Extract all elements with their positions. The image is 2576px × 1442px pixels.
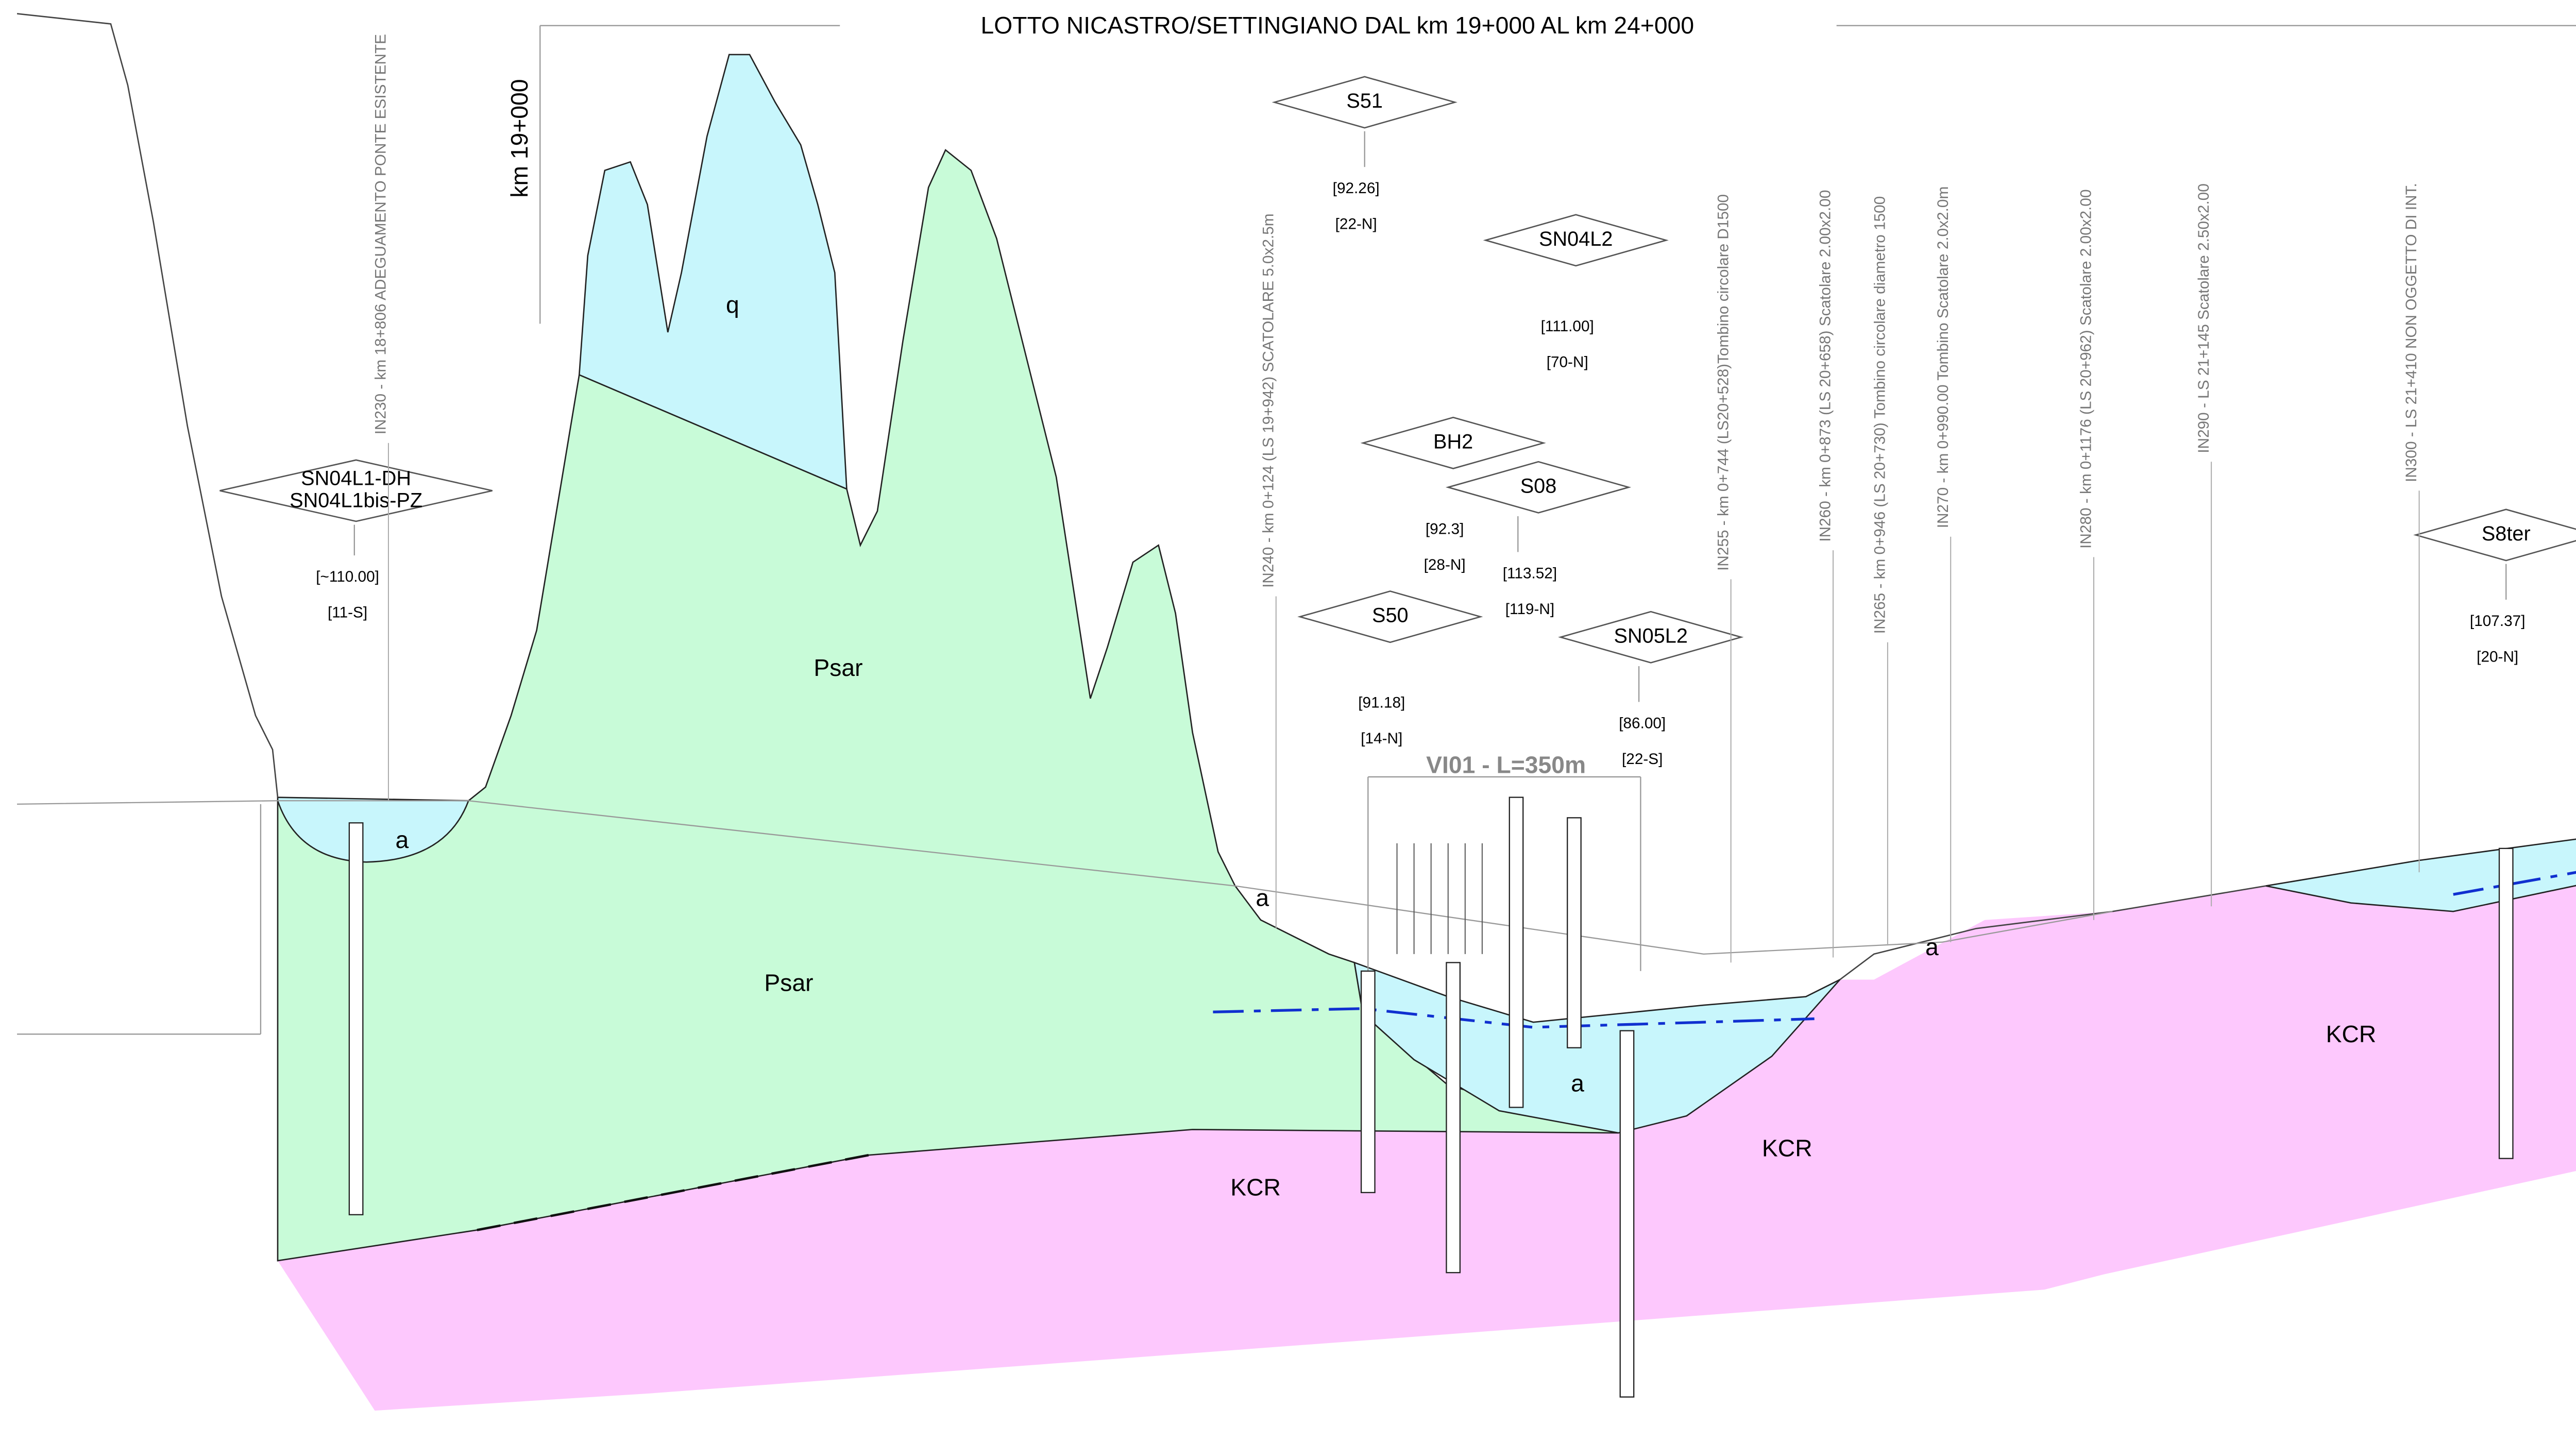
borehole-depth: [92.3] [1426,520,1464,537]
borehole-name: BH2 [1433,430,1473,453]
unit-label: KCR [2326,1021,2376,1047]
borehole-depth: [91.18] [1358,694,1405,711]
unit-label: q [726,292,739,318]
unit-label: a [1571,1070,1584,1097]
structure-label: IN280 - km 0+1176 (LS 20+962) Scatolare … [2078,189,2095,548]
borehole-name: SN04L1bis-PZ [290,489,422,512]
structure-label: IN260 - km 0+873 (LS 20+658) Scatolare 2… [1817,190,1834,542]
title: LOTTO NICASTRO/SETTINGIANO DAL km 19+000… [980,12,1694,39]
viaduct-label: VI01 - L=350m [1426,751,1586,778]
borehole-code: [70-N] [1547,353,1588,370]
borehole-depth: [111.00] [1541,318,1594,335]
borehole-depth: [~110.00] [316,568,379,585]
borehole-code: [14-N] [1361,730,1402,747]
chainage: km 19+000 [506,79,533,197]
borehole-name: S08 [1520,474,1557,497]
borehole-code: [119-N] [1505,601,1554,618]
structure-label: IN290 - LS 21+145 Scatolare 2.50x2.00 [2195,183,2212,453]
page: {"header": {"title": "LOTTO NICASTRO/SET… [0,0,2576,1442]
borehole-code: [28-N] [1424,556,1466,573]
unit-label: Psar [764,970,813,996]
structure-label: IN270 - km 0+990.00 Tombino Scatolare 2.… [1935,186,1952,528]
borehole-name: SN05L2 [1614,624,1688,647]
borehole-depth: [86.00] [1619,715,1666,732]
borehole-code: [22-N] [1335,215,1377,232]
structure-label: IN240 - km 0+124 (LS 19+942) SCATOLARE 5… [1260,213,1277,587]
structure-label: IN265 - km 0+946 (LS 20+730) Tombino cir… [1872,196,1889,634]
cross-section: LOTTO NICASTRO/SETTINGIANO DAL km 19+000… [0,0,2576,1442]
borehole-depth: [92.26] [1333,180,1380,197]
structure-label: IN300 - LS 21+410 NON OGGETTO DI INT. [2403,183,2420,482]
unit-label: KCR [1230,1174,1281,1200]
borehole-name: SN04L2 [1539,228,1613,250]
unit-label: a [1925,934,1939,960]
borehole-depth: [107.37] [2470,613,2526,630]
unit-label: a [1256,884,1269,911]
borehole-name: SN04L1-DH [301,467,411,489]
borehole-name: S50 [1372,604,1409,627]
terrain [17,14,278,798]
borehole-code: [22-S] [1622,751,1663,768]
borehole-name: S8ter [2482,522,2531,545]
structure-label: IN230 - km 18+806 ADEGUAMENTO PONTE ESIS… [372,34,389,434]
borehole-code: [20-N] [2477,648,2518,665]
unit-label: Psar [814,654,862,681]
unit-label: a [396,826,409,853]
psar-unit [278,150,1618,1261]
borehole-name: S51 [1346,90,1383,112]
borehole-code: [11-S] [328,604,367,621]
unit-label: KCR [1762,1134,1812,1161]
piles [1397,843,1482,954]
structure-label: IN255 - km 0+744 (LS20+528)Tombino circo… [1715,194,1732,571]
borehole-depth: [113.52] [1503,565,1557,582]
